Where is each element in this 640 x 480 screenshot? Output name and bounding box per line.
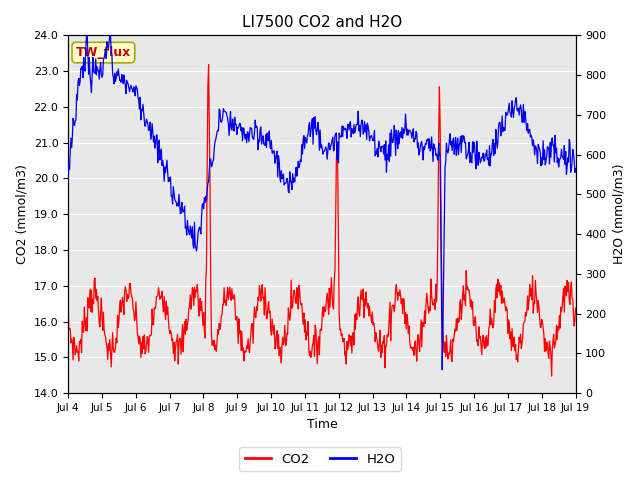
Y-axis label: H2O (mmol/m3): H2O (mmol/m3) (612, 164, 625, 264)
Y-axis label: CO2 (mmol/m3): CO2 (mmol/m3) (15, 164, 28, 264)
Text: TW_flux: TW_flux (76, 46, 131, 59)
X-axis label: Time: Time (307, 419, 337, 432)
Title: LI7500 CO2 and H2O: LI7500 CO2 and H2O (242, 15, 402, 30)
Legend: CO2, H2O: CO2, H2O (239, 447, 401, 471)
